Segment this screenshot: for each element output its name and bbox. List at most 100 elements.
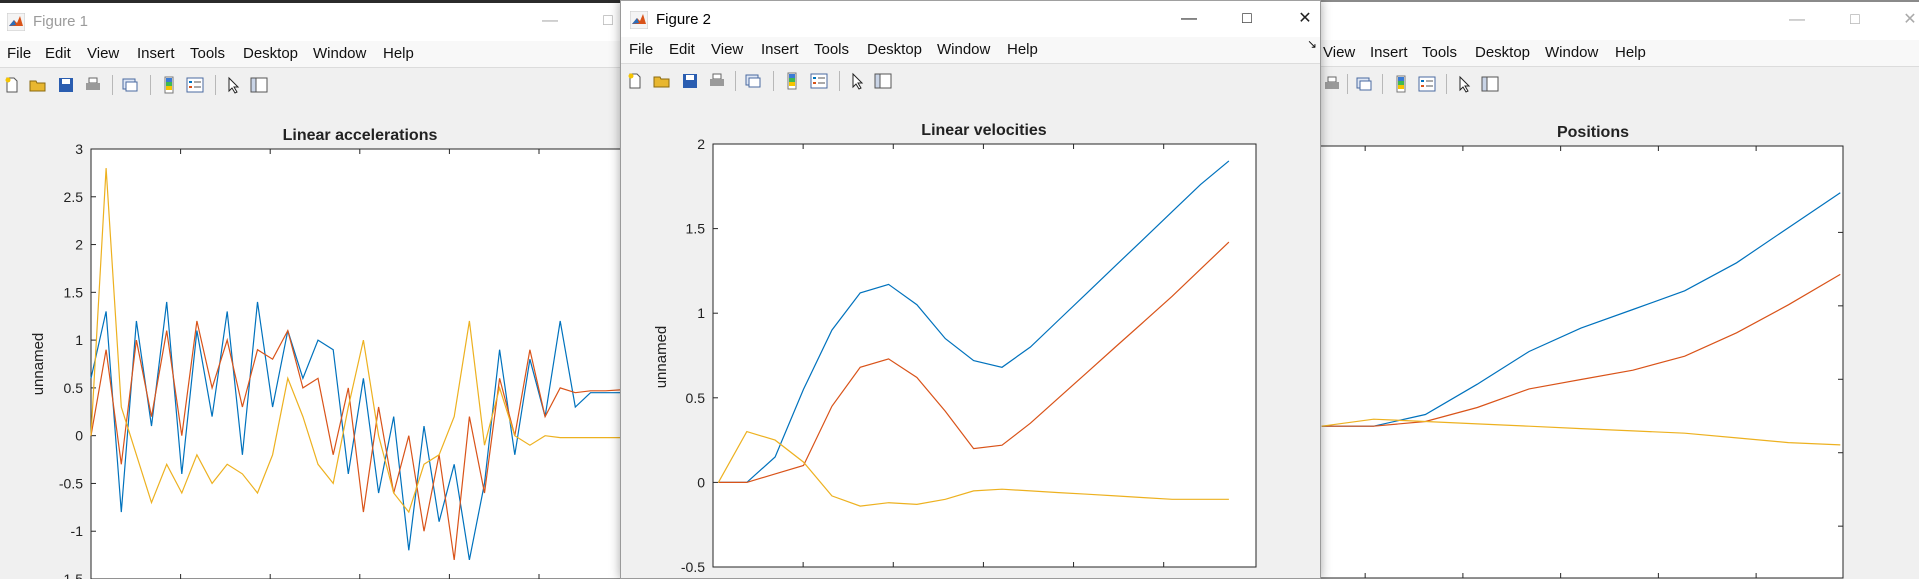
axes-title: Linear velocities <box>921 122 1046 139</box>
print-icon[interactable] <box>84 76 102 94</box>
plot-lines <box>717 160 1230 507</box>
dock-arrow-icon[interactable]: ↘ <box>1307 37 1318 51</box>
pointer-icon[interactable] <box>225 76 243 94</box>
menu-edit[interactable]: Edit <box>45 45 71 62</box>
y-axis-label: unnamed <box>30 333 47 396</box>
figure-window-1[interactable]: Figure 1 — □ File Edit View Insert Tools… <box>0 0 620 579</box>
tick-marks <box>1364 146 1843 578</box>
y-tick-label: 0 <box>697 474 705 490</box>
property-editor-icon[interactable] <box>250 76 268 94</box>
series-blue-line <box>718 160 1230 483</box>
menu-insert[interactable]: Insert <box>1370 44 1408 61</box>
print-icon[interactable] <box>1323 75 1341 93</box>
menu-window[interactable]: Window <box>937 41 991 58</box>
menu-insert[interactable]: Insert <box>137 45 175 62</box>
figure-canvas: Linear accelerations 3 2.5 2 1.5 1 0.5 0 -0.5 -1… <box>0 101 620 579</box>
new-figure-icon[interactable] <box>3 76 21 94</box>
toolbar-separator <box>773 71 774 91</box>
menu-desktop[interactable]: Desktop <box>867 41 923 58</box>
series-yellow-line <box>1321 418 1841 446</box>
print-icon[interactable] <box>708 72 726 90</box>
pointer-icon[interactable] <box>1456 75 1474 93</box>
menu-view[interactable]: View <box>87 45 120 62</box>
menu-help[interactable]: Help <box>383 45 414 62</box>
close-icon[interactable]: ✕ <box>1903 11 1917 28</box>
matlab-logo-icon <box>7 13 25 31</box>
menu-file[interactable]: File <box>7 45 32 62</box>
window-title: Figure 2 <box>656 11 712 28</box>
axes-linear-velocities[interactable]: Linear velocities 2 1.5 1 0.5 0 -0.5 unnamed <box>621 97 1321 579</box>
y-tick-label: 3 <box>75 141 83 157</box>
titlebar[interactable]: — □ ✕ <box>1320 2 1919 40</box>
menu-help[interactable]: Help <box>1007 41 1038 58</box>
maximize-icon[interactable]: □ <box>603 12 613 29</box>
colorbar-icon[interactable] <box>160 76 178 94</box>
plot-box <box>712 143 1257 568</box>
plot-lines <box>1321 192 1841 446</box>
series-blue-line <box>90 301 620 561</box>
menu-desktop[interactable]: Desktop <box>243 45 299 62</box>
toolbar-separator <box>1347 74 1348 94</box>
minimize-icon[interactable]: — <box>1789 11 1805 28</box>
y-tick-label: 1.5 <box>686 221 706 237</box>
menu-insert[interactable]: Insert <box>761 41 799 58</box>
plot-lines <box>90 168 620 561</box>
window-title: Figure 1 <box>33 13 89 30</box>
menu-desktop[interactable]: Desktop <box>1475 44 1531 61</box>
figure-window-3[interactable]: — □ ✕ View Insert Tools Desktop Window H… <box>1320 0 1919 579</box>
menu-tools[interactable]: Tools <box>814 41 850 58</box>
save-icon[interactable] <box>681 72 699 90</box>
close-icon[interactable]: ✕ <box>1298 10 1312 27</box>
series-yellow-line <box>717 430 1229 507</box>
series-orange-line <box>718 241 1230 483</box>
property-editor-icon[interactable] <box>1481 75 1499 93</box>
menu-bar: File Edit View Insert Tools Desktop Wind… <box>0 41 620 67</box>
link-plot-icon[interactable] <box>744 72 762 90</box>
menu-view[interactable]: View <box>1323 44 1356 61</box>
minimize-icon[interactable]: — <box>1181 10 1197 27</box>
y-tick-label: 1 <box>697 305 705 321</box>
titlebar[interactable]: Figure 2 — □ ✕ <box>621 1 1320 39</box>
menu-view[interactable]: View <box>711 41 744 58</box>
series-orange-line <box>90 320 620 560</box>
save-icon[interactable] <box>57 76 75 94</box>
open-file-icon[interactable] <box>29 76 47 94</box>
axes-linear-accelerations[interactable]: Linear accelerations 3 2.5 2 1.5 1 0.5 0 -0.5 -1… <box>0 101 620 579</box>
matlab-logo-icon <box>630 11 648 29</box>
colorbar-icon[interactable] <box>783 72 801 90</box>
link-plot-icon[interactable] <box>1355 75 1373 93</box>
y-tick-label: 0.5 <box>64 380 84 396</box>
menu-tools[interactable]: Tools <box>1422 44 1458 61</box>
menu-tools[interactable]: Tools <box>190 45 226 62</box>
menu-file[interactable]: File <box>629 41 654 58</box>
menu-edit[interactable]: Edit <box>669 41 695 58</box>
maximize-icon[interactable]: □ <box>1850 11 1860 28</box>
toolbar <box>0 67 620 103</box>
titlebar[interactable]: Figure 1 — □ <box>0 3 620 41</box>
axes-title: Positions <box>1557 124 1629 141</box>
maximize-icon[interactable]: □ <box>1242 10 1252 27</box>
figure-window-2[interactable]: Figure 2 — □ ✕ File Edit View Insert Too… <box>620 0 1321 579</box>
menu-window[interactable]: Window <box>313 45 367 62</box>
y-tick-label: -1 <box>71 523 84 539</box>
menu-window[interactable]: Window <box>1545 44 1599 61</box>
open-file-icon[interactable] <box>653 72 671 90</box>
link-plot-icon[interactable] <box>121 76 139 94</box>
y-tick-label: 2.5 <box>64 189 84 205</box>
axes-positions[interactable]: Positions <box>1320 100 1919 579</box>
toolbar-separator <box>735 71 736 91</box>
toolbar-separator <box>1446 74 1447 94</box>
menu-help[interactable]: Help <box>1615 44 1646 61</box>
property-editor-icon[interactable] <box>874 72 892 90</box>
toolbar <box>1320 66 1919 102</box>
y-tick-label: 2 <box>75 237 83 253</box>
pointer-icon[interactable] <box>849 72 867 90</box>
new-figure-icon[interactable] <box>626 72 644 90</box>
legend-icon[interactable] <box>810 72 828 90</box>
colorbar-icon[interactable] <box>1392 75 1410 93</box>
minimize-icon[interactable]: — <box>542 12 558 29</box>
y-tick-label: -0.5 <box>59 475 83 491</box>
legend-icon[interactable] <box>1418 75 1436 93</box>
menu-bar: View Insert Tools Desktop Window Help <box>1320 40 1919 66</box>
legend-icon[interactable] <box>186 76 204 94</box>
